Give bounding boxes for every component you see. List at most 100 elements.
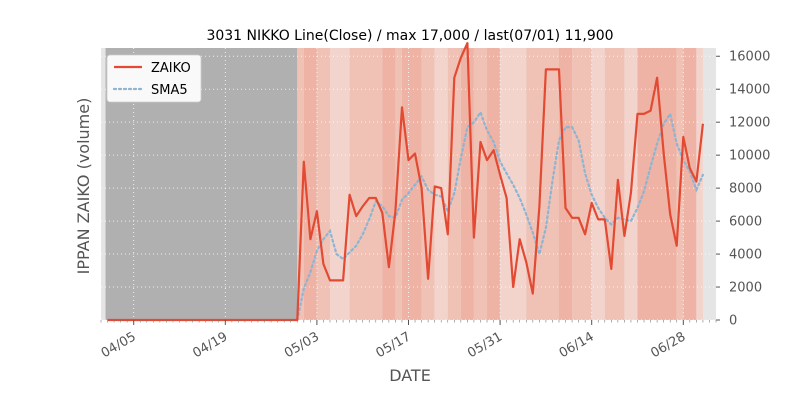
volume-band [526,48,559,320]
zaiko-line-point [603,218,606,221]
sma5-line-point [662,122,665,125]
zaiko-line-point [642,112,645,115]
volume-band [421,48,435,320]
zaiko-line-point [433,185,436,188]
sma5-line-point [479,111,482,114]
y-tick-label: 4000 [729,248,762,263]
zaiko-line-point [427,277,430,280]
sma5-line-point [361,233,364,236]
sma5-line-point [557,139,560,142]
volume-band [637,48,677,320]
zaiko-line-point [557,68,560,71]
sma5-line-point [302,287,305,290]
sma5-line-point [466,126,469,129]
zaiko-line-point [656,76,659,79]
volume-band [487,48,501,320]
zaiko-line-point [525,261,528,264]
sma5-line-point [531,231,534,234]
sma5-line-point [381,205,384,208]
volume-band [316,48,330,320]
zaiko-line-point [315,210,318,213]
sma5-line-point [584,172,587,175]
volume-band [382,48,396,320]
sma5-line-point [322,238,325,241]
zaiko-line-point [590,201,593,204]
legend-zaiko-label: ZAIKO [151,61,191,76]
zaiko-line-point [695,180,698,183]
zaiko-line-point [472,236,475,239]
zaiko-line-point [361,205,364,208]
sma5-line-point [629,219,632,222]
zaiko-line-point [400,106,403,109]
sma5-line-point [368,218,371,221]
zaiko-line-point [610,267,613,270]
zaiko-line-point [518,238,521,241]
zaiko-line-point [328,279,331,282]
sma5-line-point [400,198,403,201]
sma5-line-point [636,206,639,209]
zaiko-line-point [682,135,685,138]
zaiko-line-point [669,213,672,216]
volume-band [572,48,592,320]
y-tick-label: 6000 [729,215,762,230]
sma5-line-point [669,112,672,115]
sma5-line-point [512,183,515,186]
zaiko-line-point [413,152,416,155]
plot-area [101,41,716,322]
chart-title: 3031 NIKKO Line(Close) / max 17,000 / la… [206,28,613,44]
sma5-line-point [656,142,659,145]
legend-sma5-label: SMA5 [151,83,188,98]
zaiko-line-point [302,160,305,163]
y-tick-label: 14000 [729,83,770,98]
zaiko-line-point [440,187,443,190]
zaiko-line-point [498,173,501,176]
zaiko-line-point [322,262,325,265]
y-axis: 0 2000 4000 6000 8000 10000 12000 14000 16000 [716,50,770,329]
sma5-line-point [485,129,488,132]
legend: ZAIKO SMA5 [106,54,202,103]
zaiko-line-point [597,218,600,221]
zaiko-line-point [505,196,508,199]
sma5-line [296,109,705,322]
volume-band [591,48,605,320]
zaiko-line-point [675,244,678,247]
zaiko-line-point [649,109,652,112]
y-tick-label: 12000 [729,116,770,131]
sma5-line-point [590,193,593,196]
zaiko-line-point [479,140,482,143]
sma5-line-point [675,142,678,145]
sma5-line-point [427,188,430,191]
zaiko-line-point [453,76,456,79]
zaiko-line-point [584,233,587,236]
volume-band [329,48,350,320]
volume-band [401,48,422,320]
zaiko-line-point [512,285,515,288]
sma5-line-point [453,191,456,194]
zaiko-line-point [623,234,626,237]
zaiko-line-point [341,279,344,282]
sma5-line-point [538,252,541,255]
zaiko-line-point [335,279,338,282]
volume-band [447,48,461,320]
sma5-line-point [551,180,554,183]
zaiko-line-point [570,216,573,219]
zaiko-line-point [368,196,371,199]
zaiko-line-point [544,68,547,71]
zaiko-line-point [381,211,384,214]
zaiko-line-point [466,41,469,44]
zaiko-line-point [636,112,639,115]
y-tick-label: 10000 [729,149,770,164]
y-tick-label: 2000 [729,281,762,296]
sma5-line-point [459,157,462,160]
zaiko-line-point [420,187,423,190]
sma5-line-point [577,139,580,142]
y-tick-label: 16000 [729,50,770,65]
zaiko-line-point [387,266,390,269]
zaiko-line-point [688,167,691,170]
sma5-line-point [387,215,390,218]
sma5-line-point [413,183,416,186]
sma5-line-point [355,244,358,247]
zaiko-line [107,41,704,322]
zaiko-line-point [531,292,534,295]
